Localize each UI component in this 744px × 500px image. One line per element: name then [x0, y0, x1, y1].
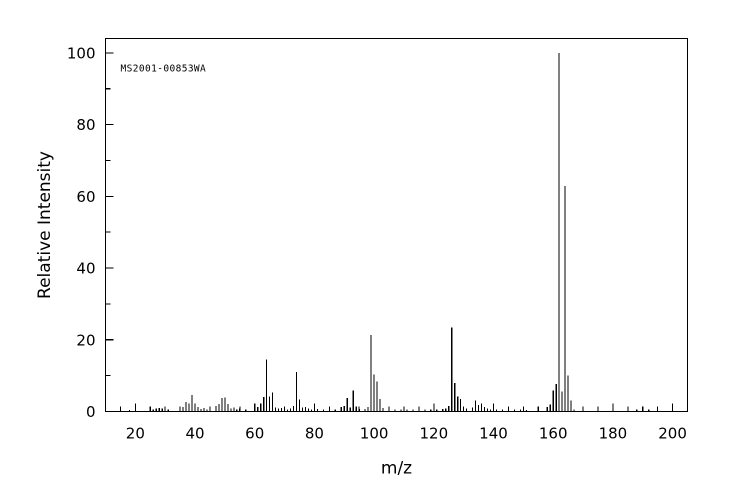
y-tick-label: 40: [76, 260, 95, 278]
y-axis-major-ticks: [105, 52, 114, 413]
x-tick-label: 140: [479, 425, 508, 443]
y-tick-label: 20: [76, 331, 95, 349]
plot-frame: [104, 37, 689, 413]
y-axis-title: Relative Intensity: [35, 151, 55, 299]
y-axis-minor-ticks: [105, 88, 111, 377]
x-tick-label: 180: [599, 425, 628, 443]
x-axis-minor-ticks: [104, 406, 689, 412]
x-tick-label: 100: [360, 425, 389, 443]
x-tick-label: 160: [539, 425, 568, 443]
y-tick-label: 0: [86, 403, 96, 421]
y-tick-label: 100: [67, 44, 96, 62]
x-tick-label: 20: [126, 425, 145, 443]
x-tick-label: 60: [245, 425, 264, 443]
y-tick-label: 60: [76, 188, 95, 206]
y-tick-label: 80: [76, 116, 95, 134]
x-axis-title: m/z: [381, 459, 412, 479]
x-tick-label: 200: [658, 425, 687, 443]
x-tick-label: 80: [305, 425, 324, 443]
x-axis-tick-labels: 20 40 60 80 100 120 140 160 180 200: [126, 425, 687, 443]
spectrum-peaks: [119, 52, 650, 412]
sample-id-annotation: MS2001-00853WA: [121, 64, 207, 75]
y-axis-tick-labels: 0 20 40 60 80 100: [67, 44, 96, 421]
x-tick-label: 40: [185, 425, 204, 443]
x-tick-label: 120: [419, 425, 448, 443]
